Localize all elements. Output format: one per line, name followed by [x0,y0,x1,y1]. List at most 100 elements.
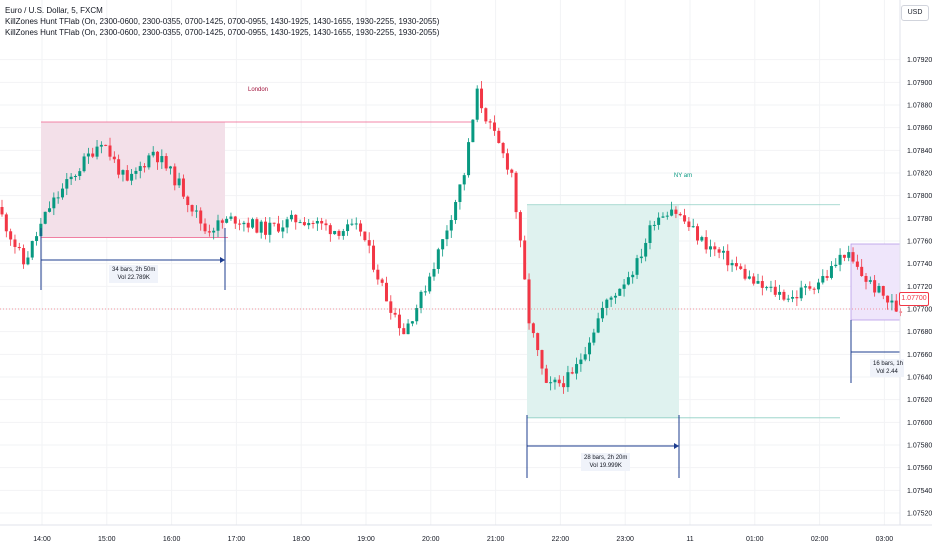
indicator-legend-2[interactable]: KillZones Hunt TFlab (On, 2300-0600, 230… [5,28,440,37]
london-vol-text: Vol 22.789K [117,275,150,281]
indicator-legend-1[interactable]: KillZones Hunt TFlab (On, 2300-0600, 230… [5,17,440,26]
candle-body [596,318,600,333]
candle-body [873,280,877,293]
candle-body [186,196,190,206]
candle-body [756,281,760,284]
candle-body [328,225,332,235]
candle-body [592,332,596,343]
candle-body [130,173,134,181]
candle-body [333,230,337,235]
candle-body [605,299,609,308]
candle-body [52,197,56,209]
candle-body [687,221,691,228]
time-tick-label: 23:00 [616,536,634,543]
candle-body [527,279,531,324]
candle-body [713,246,717,250]
currency-button[interactable]: USD [901,5,929,21]
candle-body [272,222,276,224]
candle-body [242,222,246,225]
candle-body [471,119,475,143]
candle-body [285,219,289,228]
candle-body [91,153,95,157]
chart-legend: Euro / U.S. Dollar, 5, FXCM KillZones Hu… [5,5,439,38]
candle-body [203,223,207,232]
candle-body [583,354,587,360]
candle-body [553,379,557,383]
candle-body [717,249,721,253]
candle-body [402,328,406,335]
candle-body [752,276,756,284]
candle-body [544,368,548,383]
time-tick-label: 03:00 [876,536,894,543]
price-tick-label: 1.07560 [907,465,932,472]
candle-body [173,166,177,186]
candle-body [670,209,674,216]
candle-body [65,179,69,189]
candle-body [108,145,112,157]
candle-body [531,323,535,334]
candle-body [665,215,669,217]
candle-body [138,166,142,171]
candle-body [35,236,39,241]
candle-body [674,209,678,214]
candle-body [510,169,514,173]
candle-body [480,88,484,109]
candle-body [428,276,432,292]
candle-body [397,314,401,329]
candle-body [557,379,561,384]
candle-body [782,291,786,300]
candle-body [458,184,462,203]
price-tick-label: 1.07700 [907,307,932,314]
candle-body [721,250,725,253]
price-tick-label: 1.07860 [907,125,932,132]
time-tick-label: 19:00 [357,536,375,543]
candle-body [311,222,315,224]
candle-body [199,210,203,224]
candle-body [125,170,129,181]
candle-body [566,372,570,388]
candle-body [454,202,458,221]
candle-body [315,220,319,224]
symbol-title[interactable]: Euro / U.S. Dollar, 5, FXCM [5,6,103,15]
price-tick-label: 1.07520 [907,511,932,518]
candle-body [134,170,138,174]
candle-body [164,156,168,169]
right-vol-text: Vol 2.44 [876,369,898,375]
candle-body [233,216,237,224]
time-tick-label: 02:00 [811,536,829,543]
price-tick-label: 1.07800 [907,193,932,200]
candle-body [220,220,224,223]
candle-body [743,268,747,279]
candle-body [419,291,423,309]
candle-body [868,280,872,282]
candle-body [622,284,626,289]
candle-body [99,144,103,147]
candle-body [575,364,579,374]
candle-body [708,246,712,250]
candle-body [657,217,661,225]
candle-body [268,222,272,235]
candle-body [600,307,604,319]
candle-body [212,230,216,233]
candle-body [384,282,388,302]
price-tick-label: 1.07580 [907,443,932,450]
candle-body [570,372,574,374]
candle-body [678,213,682,216]
candle-body [354,223,358,225]
candle-body [367,240,371,246]
candle-body [168,166,172,169]
candle-body [251,219,255,228]
candle-body [860,266,864,276]
candle-body [791,296,795,299]
candle-body [739,266,743,269]
candle-body [307,222,311,226]
candle-body [276,223,280,232]
candle-body [639,256,643,259]
candle-body [82,156,86,172]
candle-body [60,188,64,198]
candle-body [48,208,52,212]
candle-body [778,291,782,295]
killzone-boxes [41,121,901,419]
time-tick-label: 17:00 [228,536,246,543]
